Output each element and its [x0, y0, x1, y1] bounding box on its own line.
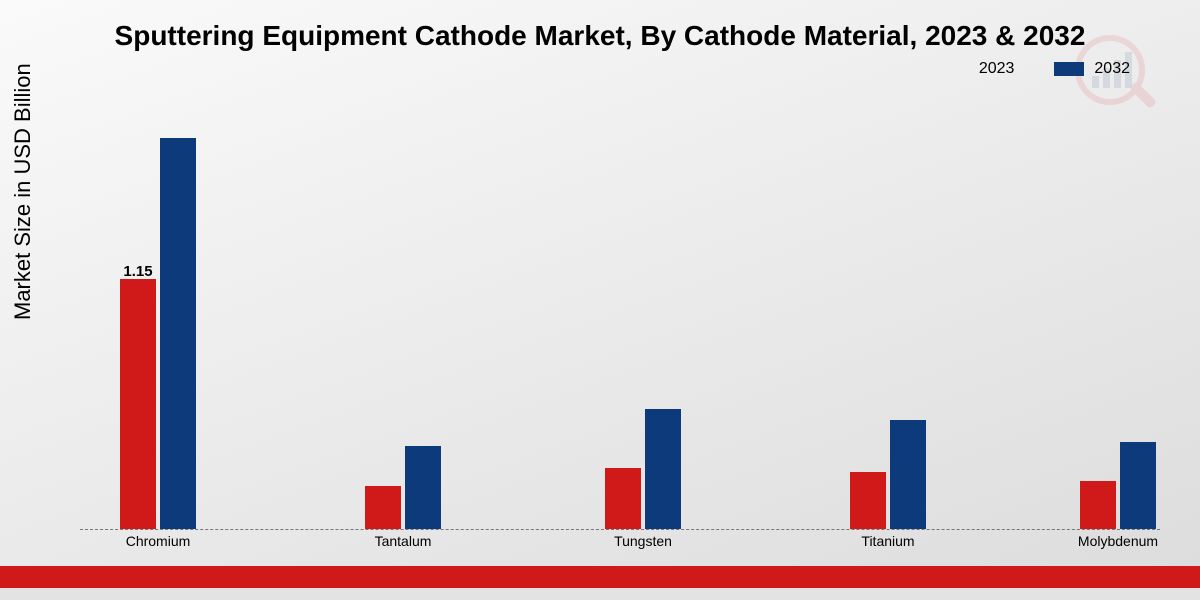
plot-region: 1.15ChromiumTantalumTungstenTitaniumMoly… — [80, 95, 1160, 530]
x-axis-label: Chromium — [126, 533, 191, 549]
legend-item-2023: 2023 — [939, 60, 1015, 78]
x-axis-label: Titanium — [861, 533, 914, 549]
bar — [850, 472, 886, 529]
bar — [645, 409, 681, 529]
chart-title: Sputtering Equipment Cathode Market, By … — [0, 0, 1200, 52]
footer-grey-bar — [0, 588, 1200, 600]
footer-accent-bar — [0, 566, 1200, 588]
bar — [405, 446, 441, 529]
bar — [160, 138, 196, 530]
bar — [1080, 481, 1116, 529]
bar — [605, 468, 641, 529]
x-axis-label: Molybdenum — [1078, 533, 1158, 549]
bar-group — [120, 138, 196, 530]
legend: 2023 2032 — [939, 60, 1130, 78]
legend-label-2032: 2032 — [1094, 60, 1130, 78]
legend-label-2023: 2023 — [979, 60, 1015, 78]
legend-item-2032: 2032 — [1054, 60, 1130, 78]
bar — [1120, 442, 1156, 529]
y-axis-label: Market Size in USD Billion — [10, 63, 36, 320]
chart-area: 1.15ChromiumTantalumTungstenTitaniumMoly… — [80, 95, 1160, 530]
x-axis-label: Tantalum — [375, 533, 432, 549]
bar-group — [365, 446, 441, 529]
bar — [365, 486, 401, 530]
x-axis-label: Tungsten — [614, 533, 672, 549]
legend-swatch-2023 — [939, 62, 969, 76]
bar — [120, 279, 156, 529]
bar-group — [850, 420, 926, 529]
bar-group — [1080, 442, 1156, 529]
bar-group — [605, 409, 681, 529]
bar — [890, 420, 926, 529]
legend-swatch-2032 — [1054, 62, 1084, 76]
